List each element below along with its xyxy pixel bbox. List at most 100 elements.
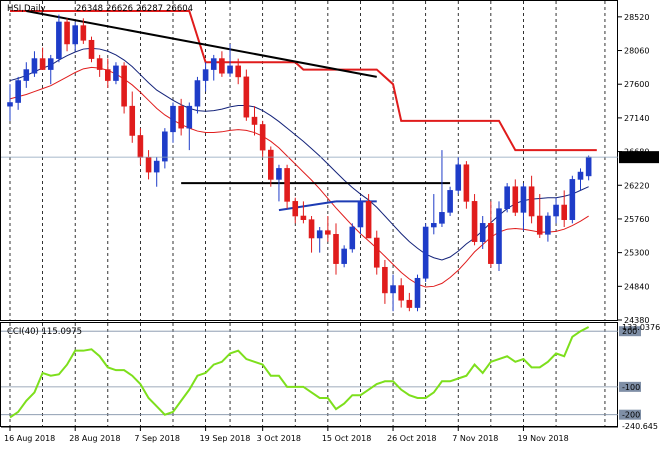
current-price-label: 26604 — [622, 153, 647, 162]
candle-body — [292, 201, 299, 217]
main-panel-frame — [0, 0, 618, 321]
cci-level-tag — [619, 326, 641, 337]
price-tick-label: 28060 — [624, 47, 649, 56]
candle-body — [7, 102, 13, 107]
candle-body — [390, 285, 396, 294]
candle-body — [488, 223, 494, 264]
trendline — [26, 10, 377, 78]
candle-body — [129, 105, 136, 136]
price-tick-label: 26220 — [624, 181, 649, 190]
cci-level-label: 200 — [622, 327, 637, 336]
candle-body — [105, 69, 111, 81]
candle-body — [243, 76, 250, 118]
candle-body — [504, 186, 510, 209]
cci-indicator: 200 -100 -200 -240.645 133.0376 — [1, 323, 660, 431]
price-tick-label: 25300 — [624, 249, 649, 258]
candle-body — [422, 226, 429, 279]
candle-body — [23, 69, 30, 81]
ohlc-open: 26348 — [76, 4, 103, 14]
date-tick-label: 7 Sep 2018 — [134, 434, 180, 443]
date-tick-label: 3 Oct 2018 — [257, 434, 301, 443]
price-tick-label: 27600 — [624, 80, 649, 89]
candle-body — [162, 131, 168, 162]
candle-body — [585, 156, 592, 177]
candle-body — [496, 208, 502, 264]
candle-body — [447, 190, 453, 213]
candle-body — [170, 105, 176, 133]
candle-body — [153, 160, 160, 173]
candle-body — [227, 65, 233, 74]
cci-current-value-label: 133.0376 — [622, 323, 660, 332]
price-tick-label: 28520 — [624, 13, 649, 22]
candle-body — [308, 219, 315, 239]
candle-body — [15, 80, 21, 103]
candle-body — [96, 58, 103, 70]
candle-body — [471, 201, 478, 242]
candle-body — [284, 168, 290, 202]
ohlc-close: 26604 — [166, 4, 193, 14]
candle-body — [276, 168, 282, 180]
candle-body — [186, 105, 193, 129]
candle-body — [553, 204, 559, 217]
cci-level-tag — [619, 409, 641, 420]
candle-body — [373, 237, 380, 268]
date-tick-label: 19 Sep 2018 — [200, 434, 251, 443]
date-tick-label: 15 Oct 2018 — [322, 434, 371, 443]
candle-body — [430, 223, 437, 228]
date-axis: 16 Aug 2018 28 Aug 2018 7 Sep 2018 19 Sep 2… — [1, 426, 618, 443]
candle-body — [463, 164, 470, 202]
candle-body — [178, 105, 184, 129]
trendline — [278, 200, 337, 212]
price-tick-label: 24380 — [624, 316, 649, 325]
candle-body — [145, 157, 152, 173]
candle-body — [528, 186, 535, 217]
candle-body — [455, 164, 462, 191]
candle-body — [80, 25, 87, 41]
date-tick-label: 7 Nov 2018 — [452, 434, 498, 443]
candle-body — [439, 212, 445, 224]
candle-body — [56, 21, 62, 59]
candle-body — [316, 230, 323, 239]
candle-body — [300, 215, 307, 220]
price-tick-label: 25760 — [624, 215, 649, 224]
candle-body — [31, 58, 38, 74]
candle-body — [113, 65, 119, 81]
candle-body — [251, 116, 258, 125]
candle-body — [414, 277, 421, 308]
price-tick-label: 27140 — [624, 114, 649, 123]
date-tick-label: 28 Aug 2018 — [69, 434, 120, 443]
candle-body — [47, 58, 54, 70]
ohlc-high: 26626 — [106, 4, 133, 14]
candle-body — [357, 201, 364, 228]
candle-body — [406, 299, 413, 308]
candle-body — [341, 248, 347, 264]
candle-body — [259, 124, 266, 151]
candle-body — [210, 58, 217, 70]
price-axis: 2852028060276002714026680262202576025300… — [1, 13, 659, 325]
candle-body — [536, 215, 543, 235]
candle-body — [39, 58, 46, 70]
cci-title: CCI(40) 115.0975 — [7, 327, 82, 337]
candle-body — [569, 179, 576, 220]
candle-body — [137, 135, 144, 158]
main-title: HSI,Daily — [7, 4, 46, 14]
date-tick-label: 19 Nov 2018 — [517, 434, 568, 443]
cci-level-tag — [619, 381, 641, 392]
candle-body — [398, 285, 405, 301]
candle-body — [235, 65, 241, 78]
ohlc-low: 26287 — [136, 4, 163, 14]
moving-average-blue — [9, 47, 589, 261]
candle-body — [349, 226, 356, 250]
candle-body — [202, 69, 209, 81]
price-tick-label: 24840 — [624, 282, 649, 291]
candle-body — [72, 25, 78, 45]
candle-body — [267, 149, 274, 180]
candle-body — [64, 21, 70, 45]
candle-body — [325, 230, 331, 235]
candles — [7, 14, 592, 312]
candle-body — [512, 186, 519, 213]
candle-body — [194, 80, 201, 107]
candle-body — [382, 266, 388, 294]
